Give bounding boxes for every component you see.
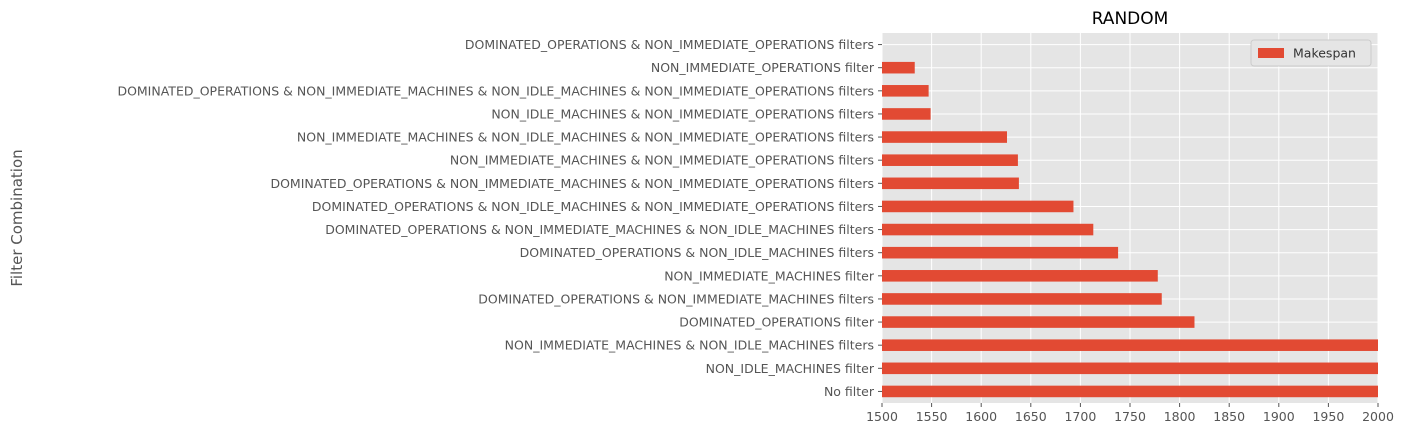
y-axis-ticks: DOMINATED_OPERATIONS & NON_IMMEDIATE_OPE…: [117, 37, 882, 399]
bar: [882, 223, 1094, 236]
y-tick-label: NON_IMMEDIATE_MACHINES filter: [664, 268, 875, 283]
bar: [882, 385, 1378, 398]
y-axis-label: Filter Combination: [8, 149, 26, 286]
y-tick-label: DOMINATED_OPERATIONS & NON_IDLE_MACHINES…: [312, 199, 874, 214]
legend-label: Makespan: [1293, 46, 1356, 61]
chart-title: RANDOM: [1092, 9, 1169, 29]
bar: [882, 108, 931, 120]
x-tick-label: 1650: [1015, 409, 1047, 424]
y-tick-label: NON_IMMEDIATE_OPERATIONS filter: [651, 60, 875, 75]
x-tick-label: 1800: [1164, 409, 1196, 424]
legend: Makespan: [1250, 39, 1372, 67]
y-tick-label: DOMINATED_OPERATIONS & NON_IMMEDIATE_MAC…: [117, 83, 874, 98]
x-tick-label: 1750: [1114, 409, 1146, 424]
x-tick-label: 2000: [1362, 409, 1394, 424]
legend-swatch: [1258, 48, 1284, 58]
bars: [882, 61, 1378, 398]
y-tick-label: DOMINATED_OPERATIONS & NON_IMMEDIATE_MAC…: [270, 176, 874, 191]
x-tick-label: 1850: [1213, 409, 1245, 424]
y-tick-label: No filter: [824, 384, 875, 399]
x-tick-label: 1500: [866, 409, 898, 424]
bar: [882, 246, 1119, 259]
x-tick-label: 1950: [1312, 409, 1344, 424]
y-tick-label: DOMINATED_OPERATIONS & NON_IDLE_MACHINES…: [520, 245, 874, 260]
x-tick-label: 1700: [1064, 409, 1096, 424]
bar: [882, 85, 929, 97]
legend-box: [1250, 39, 1372, 67]
y-tick-label: NON_IDLE_MACHINES & NON_IMMEDIATE_OPERAT…: [491, 106, 874, 121]
x-tick-label: 1550: [916, 409, 948, 424]
bar: [882, 131, 1007, 143]
bar: [882, 154, 1018, 166]
y-tick-label: NON_IDLE_MACHINES filter: [706, 361, 875, 376]
bar: [882, 177, 1019, 190]
y-tick-label: NON_IMMEDIATE_MACHINES & NON_IDLE_MACHIN…: [505, 338, 874, 353]
x-tick-label: 1600: [965, 409, 997, 424]
bar: [882, 362, 1378, 375]
y-tick-label: NON_IMMEDIATE_MACHINES & NON_IDLE_MACHIN…: [297, 130, 874, 145]
bar: [882, 61, 915, 74]
y-tick-label: DOMINATED_OPERATIONS filter: [679, 315, 875, 330]
x-tick-label: 1900: [1263, 409, 1295, 424]
bar: [882, 200, 1074, 213]
x-axis-ticks: 1500 1550 1600 1650 1700 1750 1800 1850 1900 1950…: [866, 403, 1394, 424]
y-tick-label: NON_IMMEDIATE_MACHINES & NON_IMMEDIATE_O…: [450, 153, 874, 168]
bar: [882, 339, 1378, 351]
bar: [882, 270, 1158, 282]
y-tick-label: DOMINATED_OPERATIONS & NON_IMMEDIATE_OPE…: [465, 37, 874, 52]
bar: [882, 293, 1162, 305]
y-tick-label: DOMINATED_OPERATIONS & NON_IMMEDIATE_MAC…: [478, 291, 874, 306]
bar: [882, 316, 1195, 328]
y-tick-label: DOMINATED_OPERATIONS & NON_IMMEDIATE_MAC…: [325, 222, 874, 237]
